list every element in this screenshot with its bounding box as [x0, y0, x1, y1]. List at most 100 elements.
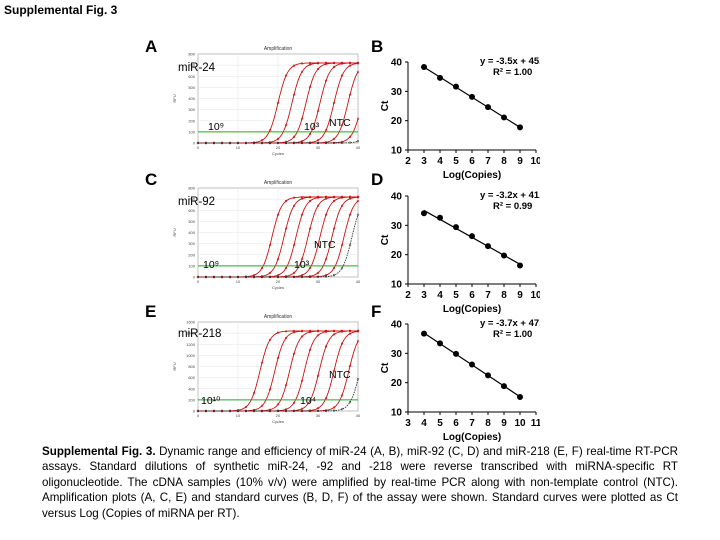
x-tick-label: 7: [485, 290, 491, 301]
x-tick-label: 11: [531, 418, 540, 429]
curve-marker: [348, 197, 352, 200]
curve-marker: [268, 338, 272, 341]
y-tick-label: 200: [188, 252, 195, 257]
curve-marker: [292, 409, 296, 413]
curve-marker: [212, 275, 216, 279]
y-tick-label: 800: [188, 52, 195, 57]
curve-marker: [292, 141, 296, 145]
curve-marker: [316, 139, 320, 142]
y-tick-label: 700: [188, 63, 195, 68]
curve-marker: [220, 141, 224, 145]
curve-marker: [316, 62, 320, 65]
assay-label: miR-24: [178, 62, 216, 74]
curve-marker: [356, 117, 360, 120]
y-tick-label: 30: [391, 87, 403, 98]
y-tick-label: 30: [391, 221, 403, 232]
curve-marker: [300, 409, 304, 413]
curve-marker: [316, 334, 320, 337]
curve-marker: [356, 70, 360, 73]
curve-marker: [260, 141, 264, 145]
x-tick-label: 3: [405, 418, 411, 429]
assay-label: miR-92: [178, 196, 215, 208]
curve-marker: [284, 141, 288, 145]
curve-marker: [356, 213, 360, 216]
curve-marker: [284, 124, 288, 127]
r-squared-label: R² = 0.99: [493, 201, 532, 212]
curve-marker: [268, 129, 272, 132]
curve-annotation: 10³: [304, 121, 320, 133]
data-point: [469, 93, 475, 100]
curve-marker: [292, 275, 296, 279]
figure-title: Supplemental Fig. 3: [4, 3, 118, 17]
y-tick-label: 400: [188, 230, 195, 235]
curve-marker: [356, 62, 360, 65]
x-tick-label: 4: [437, 290, 443, 301]
curve-marker: [348, 64, 352, 67]
curve-marker: [308, 275, 312, 279]
x-axis-label: Log(Copies): [443, 170, 501, 181]
standard-curve-mir92: 10 20 30 40 2 3 4 5 6 7 8 9 10 Ct Log(Copies) y = -3.2x…: [380, 190, 540, 315]
x-tick-label: 6: [469, 156, 475, 167]
amplification-plot-mir92: Amplification 0 100 200 300 400 500 600 700 800 0 1…: [172, 180, 361, 290]
x-axis-label: Log(Copies): [443, 304, 501, 315]
curve-marker: [316, 204, 320, 207]
curve-marker: [348, 135, 352, 139]
curve-marker: [324, 275, 328, 278]
x-axis-label: Cycles: [272, 151, 284, 156]
x-tick-label: 30: [316, 413, 321, 418]
data-point: [469, 233, 475, 240]
y-axis-label: Ct: [380, 234, 391, 245]
curve-marker: [268, 409, 272, 413]
x-tick-label: 8: [501, 290, 507, 301]
curve-marker: [348, 141, 352, 144]
curve-marker: [340, 394, 344, 397]
curve-marker: [284, 330, 288, 333]
y-tick-label: 20: [391, 250, 403, 261]
curve-marker: [324, 345, 328, 348]
curve-marker: [324, 197, 328, 200]
curve-marker: [308, 409, 312, 413]
curve-marker: [316, 67, 320, 71]
curve-marker: [268, 141, 272, 145]
curve-marker: [252, 141, 256, 145]
curve-marker: [284, 409, 288, 413]
curve-marker: [252, 275, 256, 279]
y-tick-label: 200: [188, 397, 195, 402]
curve-marker: [340, 408, 344, 411]
data-point: [501, 252, 507, 259]
panel-letter-a: A: [145, 37, 158, 56]
y-tick-label: 600: [188, 74, 195, 79]
curve-marker: [340, 204, 344, 207]
curve-marker: [324, 258, 328, 261]
x-tick-label: 6: [469, 290, 475, 301]
y-axis-label: RFU: [172, 362, 177, 370]
curve-marker: [332, 101, 336, 105]
x-tick-label: 10: [236, 145, 241, 150]
curve-marker: [316, 409, 320, 413]
plot-title: Amplification: [264, 314, 293, 320]
y-tick-label: 800: [188, 186, 195, 191]
curve-marker: [308, 63, 312, 66]
curve-marker: [260, 275, 264, 279]
curve-marker: [276, 141, 280, 145]
y-tick-label: 40: [391, 192, 403, 203]
curve-marker: [332, 65, 336, 69]
curve-marker: [340, 266, 344, 270]
curve-annotation: NTC: [329, 117, 351, 129]
curve-annotation: 10⁴: [300, 395, 316, 407]
curve-marker: [332, 227, 336, 230]
curve-marker: [356, 196, 360, 199]
data-point: [421, 210, 427, 217]
amplification-plot-mir24: Amplification 0 100 200 300 400 500 600 700 800 0 1…: [172, 46, 361, 156]
curve-marker: [212, 409, 216, 413]
curve-marker: [332, 266, 336, 270]
y-tick-label: 300: [188, 241, 195, 246]
data-point: [437, 74, 443, 81]
curve-marker: [260, 266, 264, 270]
data-point: [437, 214, 443, 221]
curve-marker: [292, 352, 296, 355]
y-tick-label: 40: [391, 320, 403, 331]
curve-marker: [356, 330, 360, 333]
curve-marker: [332, 329, 336, 333]
plot-title: Amplification: [264, 180, 293, 186]
